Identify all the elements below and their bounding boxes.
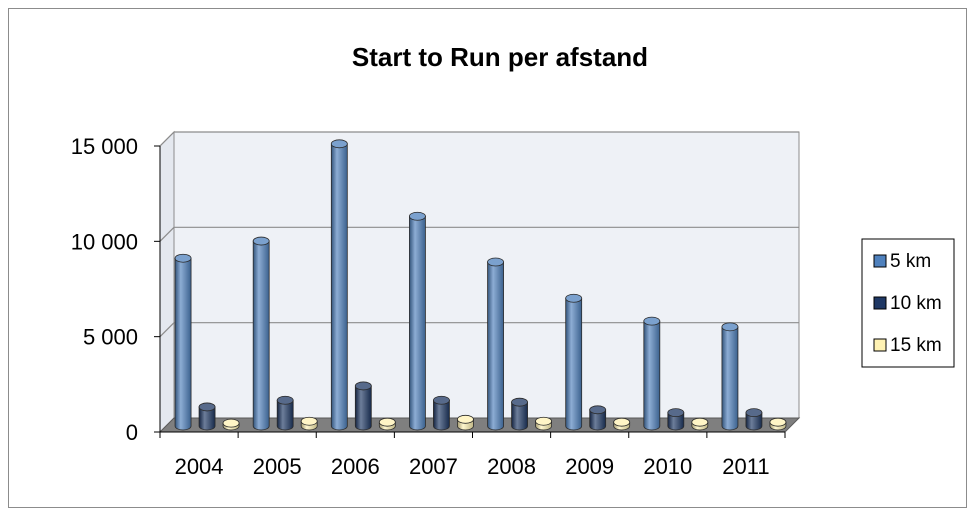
bar-top	[721, 322, 739, 332]
bar-top	[433, 395, 450, 405]
bar-top	[613, 417, 631, 427]
bar	[433, 395, 450, 431]
bar	[589, 405, 607, 431]
x-tick-label: 2009	[565, 454, 614, 479]
bar-top	[330, 139, 348, 149]
legend-label: 5 km	[890, 251, 931, 272]
bar-body	[354, 385, 372, 431]
bar-top	[174, 253, 192, 263]
bar	[535, 416, 552, 431]
bar-body	[433, 399, 450, 431]
bar	[276, 395, 294, 431]
bar-top	[535, 416, 552, 426]
y-axis: 0 5 000 10 000 15 000	[71, 134, 161, 445]
bar-body	[330, 143, 348, 431]
gridline-side	[159, 131, 175, 147]
legend-label: 10 km	[890, 293, 942, 314]
bar-body	[409, 215, 426, 431]
bar-body	[745, 412, 763, 431]
bar	[769, 417, 787, 431]
chart-title: Start to Run per afstand	[352, 42, 648, 72]
side-wall	[159, 130, 175, 434]
bar	[330, 139, 348, 431]
bar	[457, 414, 474, 431]
x-tick-label: 2010	[643, 454, 692, 479]
bar-top	[589, 405, 607, 415]
x-tick-label: 2006	[331, 454, 380, 479]
bar	[354, 381, 372, 431]
bar-body	[565, 297, 583, 431]
bar	[198, 402, 216, 431]
bar-body	[589, 409, 607, 431]
bar	[691, 417, 709, 431]
bar-top	[745, 408, 763, 418]
y-tick-label: 0	[126, 420, 138, 445]
bar-body	[667, 412, 685, 431]
bar	[745, 408, 763, 431]
bar	[300, 416, 318, 431]
bar-top	[457, 414, 474, 424]
bar-body	[252, 240, 270, 431]
bar-body	[276, 399, 294, 431]
bar-top	[252, 236, 270, 246]
legend-swatch	[873, 296, 887, 310]
bar-top	[487, 257, 504, 267]
legend: 5 km 10 km 15 km	[861, 238, 955, 368]
bar-top	[354, 381, 372, 391]
bar	[721, 322, 739, 431]
bar	[487, 257, 504, 431]
bar	[613, 417, 631, 431]
bar-body	[511, 401, 528, 431]
bar	[565, 293, 583, 431]
bar	[222, 418, 240, 431]
bar-top	[276, 395, 294, 405]
bar-body	[487, 261, 504, 431]
bar-body	[174, 257, 192, 431]
bar-top	[300, 416, 318, 426]
legend-swatch	[873, 254, 887, 268]
x-axis: 2004 2005 2006 2007 2008 2009 2010 2011	[159, 431, 786, 479]
y-tick-label: 5 000	[83, 325, 138, 350]
gridline-side	[159, 226, 175, 242]
bar-body	[721, 326, 739, 431]
bar-top	[378, 417, 396, 427]
bar	[667, 408, 685, 431]
y-tick-label: 15 000	[71, 134, 138, 159]
bar	[643, 316, 661, 431]
x-tick-label: 2004	[175, 454, 224, 479]
y-tick-label: 10 000	[71, 229, 138, 254]
bar	[511, 397, 528, 431]
bar-body	[198, 406, 216, 431]
x-tick-label: 2007	[409, 454, 458, 479]
bar-top	[222, 418, 240, 428]
bar	[378, 417, 396, 431]
x-tick-label: 2011	[722, 454, 769, 479]
legend-swatch	[873, 338, 887, 352]
bar-body	[643, 320, 661, 431]
legend-label: 15 km	[890, 335, 942, 356]
x-tick-label: 2008	[487, 454, 536, 479]
bar-top	[409, 211, 426, 221]
bar-top	[769, 417, 787, 427]
bar	[409, 211, 426, 431]
bar-top	[667, 408, 685, 418]
bar-top	[198, 402, 216, 412]
bar-top	[643, 316, 661, 326]
bar-top	[565, 293, 583, 303]
bar-top	[691, 417, 709, 427]
bar	[174, 253, 192, 431]
gridline-side	[159, 322, 175, 338]
x-tick-label: 2005	[253, 454, 302, 479]
bar-top	[511, 397, 528, 407]
bar	[252, 236, 270, 431]
bars	[174, 139, 787, 431]
